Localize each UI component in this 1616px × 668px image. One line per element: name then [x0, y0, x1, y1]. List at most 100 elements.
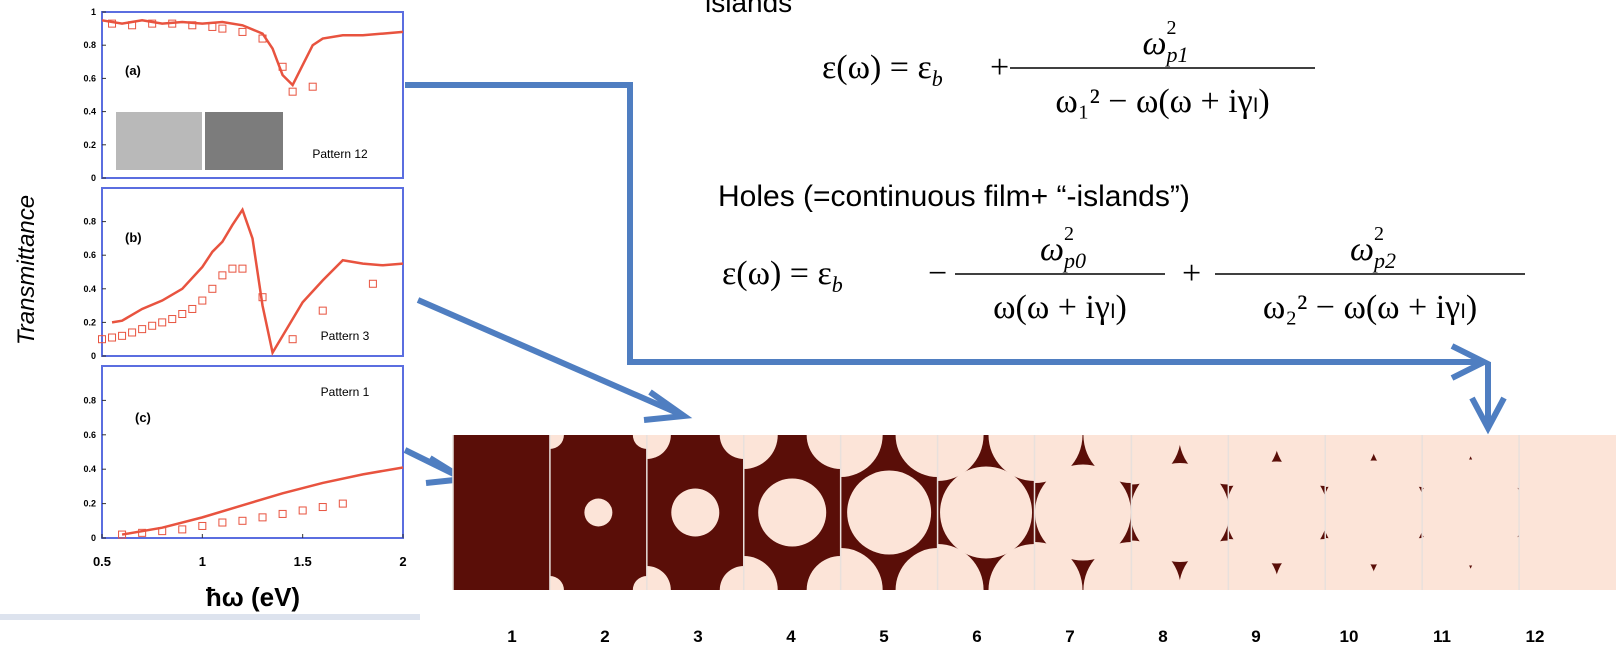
equation-text: ε(ω) = ε — [722, 255, 832, 292]
data-line — [122, 467, 403, 534]
equation-subscript: p2 — [1372, 248, 1396, 273]
y-tick-label: 0.2 — [83, 317, 96, 327]
y-tick-label: 0.6 — [83, 250, 96, 260]
data-point — [159, 319, 166, 326]
hole — [584, 499, 612, 527]
y-tick-label: 0 — [91, 533, 96, 543]
denominator: ω₁² − ω(ω + iγₗ) — [1055, 83, 1269, 120]
islands-label: islands — [705, 0, 792, 18]
x-tick-label: 2 — [399, 554, 406, 569]
data-point — [189, 305, 196, 312]
data-point — [109, 334, 116, 341]
data-point — [119, 332, 126, 339]
y-tick-label: 0.2 — [83, 499, 96, 509]
data-point — [219, 519, 226, 526]
data-point — [199, 522, 206, 529]
arrow — [418, 300, 682, 415]
data-point — [169, 316, 176, 323]
y-tick-label: 0.8 — [83, 40, 96, 50]
pattern-number: 12 — [1526, 627, 1545, 646]
equation-operator: + — [990, 49, 1009, 86]
numerator: ω2 p2 — [1350, 223, 1396, 273]
hole — [758, 479, 826, 547]
panel-label: (a) — [125, 63, 141, 78]
x-tick-label: 1.5 — [294, 554, 312, 569]
data-point — [289, 88, 296, 95]
data-point — [149, 322, 156, 329]
data-point — [179, 526, 186, 533]
data-point — [129, 329, 136, 336]
data-point — [179, 311, 186, 318]
y-tick-label: 0.4 — [83, 284, 96, 294]
equation-lhs: ε(ω) = εb — [822, 49, 943, 91]
y-tick-label: 1 — [91, 7, 96, 17]
pattern-number: 10 — [1340, 627, 1359, 646]
pattern-number: 6 — [972, 627, 981, 646]
x-axis-label: ħω (eV) — [206, 582, 300, 612]
equation-lhs: ε(ω) = εb — [722, 255, 843, 297]
pattern-label: Pattern 1 — [321, 385, 370, 399]
y-tick-label: 0 — [91, 351, 96, 361]
equation-superscript: 2 — [1374, 223, 1384, 245]
y-tick-label: 0.6 — [83, 430, 96, 440]
equation-subscript: p0 — [1062, 248, 1086, 273]
equation-operator: − — [928, 255, 947, 292]
y-tick-label: 0.4 — [83, 107, 96, 117]
data-point — [239, 265, 246, 272]
denominator: ω(ω + iγₗ) — [993, 289, 1127, 326]
data-point — [369, 280, 376, 287]
y-axis-label: Transmittance — [13, 195, 40, 345]
data-line — [102, 20, 403, 85]
equation-superscript: 2 — [1167, 17, 1177, 39]
numerator: ω2 p1 — [1143, 17, 1189, 67]
pattern-number: 1 — [507, 627, 516, 646]
equation-text: ω — [1143, 25, 1167, 62]
pattern-number: 4 — [786, 627, 796, 646]
x-tick-label: 1 — [199, 554, 206, 569]
y-tick-label: 0.8 — [83, 395, 96, 405]
data-point — [139, 326, 146, 333]
arrows — [405, 85, 1504, 483]
pattern-number: 8 — [1158, 627, 1167, 646]
equation-text: ε(ω) = ε — [822, 49, 932, 86]
y-tick-label: 0.8 — [83, 217, 96, 227]
pattern-number: 2 — [600, 627, 609, 646]
hole — [847, 471, 931, 555]
tile-background — [453, 435, 550, 590]
pattern-number: 11 — [1433, 627, 1451, 646]
pattern-tile — [453, 435, 550, 590]
equation-subscript: b — [832, 272, 843, 297]
data-point — [299, 507, 306, 514]
panel-label: (b) — [125, 230, 142, 245]
pattern-label: Pattern 12 — [312, 147, 368, 161]
pattern-label: Pattern 3 — [321, 329, 370, 343]
data-point — [229, 265, 236, 272]
equation-text: ω — [1040, 231, 1064, 268]
pattern-tile — [536, 421, 661, 604]
y-tick-label: 0 — [91, 173, 96, 183]
scroll-strip — [0, 614, 420, 620]
x-tick-label: 0.5 — [93, 554, 111, 569]
data-point — [239, 517, 246, 524]
holes-label: Holes (=continuous film+ “-islands”) — [718, 180, 1190, 213]
equation-operator: + — [1182, 255, 1201, 292]
equation-text: ω — [1350, 231, 1374, 268]
data-point — [319, 307, 326, 314]
slide: islands Holes (=continuous film+ “-islan… — [0, 0, 1616, 668]
data-point — [319, 504, 326, 511]
y-tick-label: 0.6 — [83, 73, 96, 83]
denominator: ω₂² − ω(ω + iγₗ) — [1263, 289, 1477, 326]
data-point — [199, 297, 206, 304]
y-tick-label: 0.4 — [83, 464, 96, 474]
data-point — [279, 510, 286, 517]
equation-subscript: b — [932, 66, 943, 91]
data-point — [309, 83, 316, 90]
data-point — [209, 285, 216, 292]
data-point — [259, 514, 266, 521]
hole — [940, 467, 1032, 559]
equation-subscript: p1 — [1165, 42, 1189, 67]
data-point — [239, 28, 246, 35]
sem-inset — [116, 112, 202, 170]
sem-inset — [205, 112, 283, 170]
